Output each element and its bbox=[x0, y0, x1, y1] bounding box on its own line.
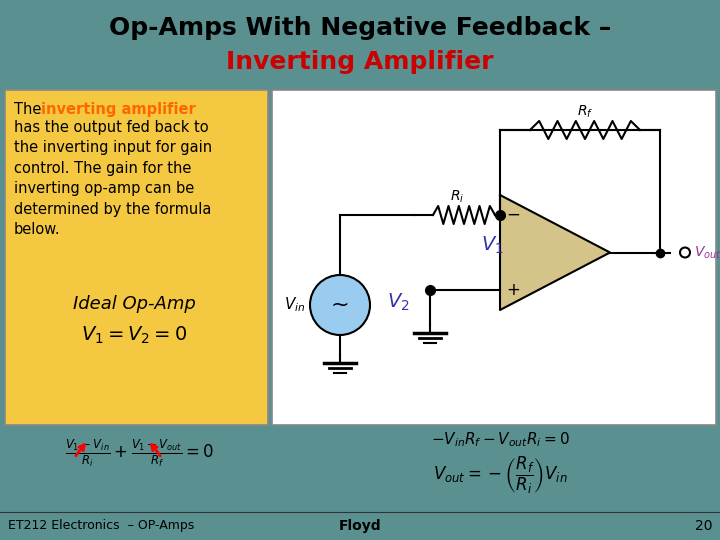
Text: has the output fed back to
the inverting input for gain
control. The gain for th: has the output fed back to the inverting… bbox=[14, 120, 212, 237]
Text: Inverting Amplifier: Inverting Amplifier bbox=[226, 50, 494, 74]
Circle shape bbox=[310, 275, 370, 335]
Text: $V_2$: $V_2$ bbox=[387, 292, 410, 313]
Text: −: − bbox=[506, 206, 520, 224]
Text: $V_{in}$: $V_{in}$ bbox=[284, 296, 305, 314]
Text: Ideal Op-Amp: Ideal Op-Amp bbox=[73, 295, 195, 313]
Text: The: The bbox=[14, 102, 46, 117]
Polygon shape bbox=[500, 195, 610, 310]
Circle shape bbox=[680, 247, 690, 258]
Text: $V_{out}$: $V_{out}$ bbox=[694, 244, 720, 261]
Text: $V_{out}=-\left(\dfrac{R_f}{R_i}\right)V_{in}$: $V_{out}=-\left(\dfrac{R_f}{R_i}\right)V… bbox=[433, 454, 567, 496]
Text: +: + bbox=[506, 281, 520, 299]
Text: $R_f$: $R_f$ bbox=[577, 104, 593, 120]
FancyBboxPatch shape bbox=[5, 90, 268, 425]
Text: ET212 Electronics  – OP-Amps: ET212 Electronics – OP-Amps bbox=[8, 519, 194, 532]
Text: 20: 20 bbox=[695, 519, 712, 533]
Text: $V_1$: $V_1$ bbox=[481, 235, 503, 256]
Text: Op-Amps With Negative Feedback –: Op-Amps With Negative Feedback – bbox=[109, 16, 611, 40]
Text: Floyd: Floyd bbox=[338, 519, 382, 533]
Text: $R_i$: $R_i$ bbox=[450, 189, 464, 205]
FancyBboxPatch shape bbox=[272, 90, 716, 425]
Text: ~: ~ bbox=[330, 295, 349, 315]
Text: $\frac{V_1-V_{in}}{R_i}+\frac{V_1-V_{out}}{R_f}=0$: $\frac{V_1-V_{in}}{R_i}+\frac{V_1-V_{out… bbox=[66, 437, 215, 469]
Text: $-V_{in}R_f - V_{out}R_i = 0$: $-V_{in}R_f - V_{out}R_i = 0$ bbox=[431, 431, 570, 449]
Text: $V_1 = V_2 = 0$: $V_1 = V_2 = 0$ bbox=[81, 325, 187, 346]
Text: inverting amplifier: inverting amplifier bbox=[41, 102, 196, 117]
